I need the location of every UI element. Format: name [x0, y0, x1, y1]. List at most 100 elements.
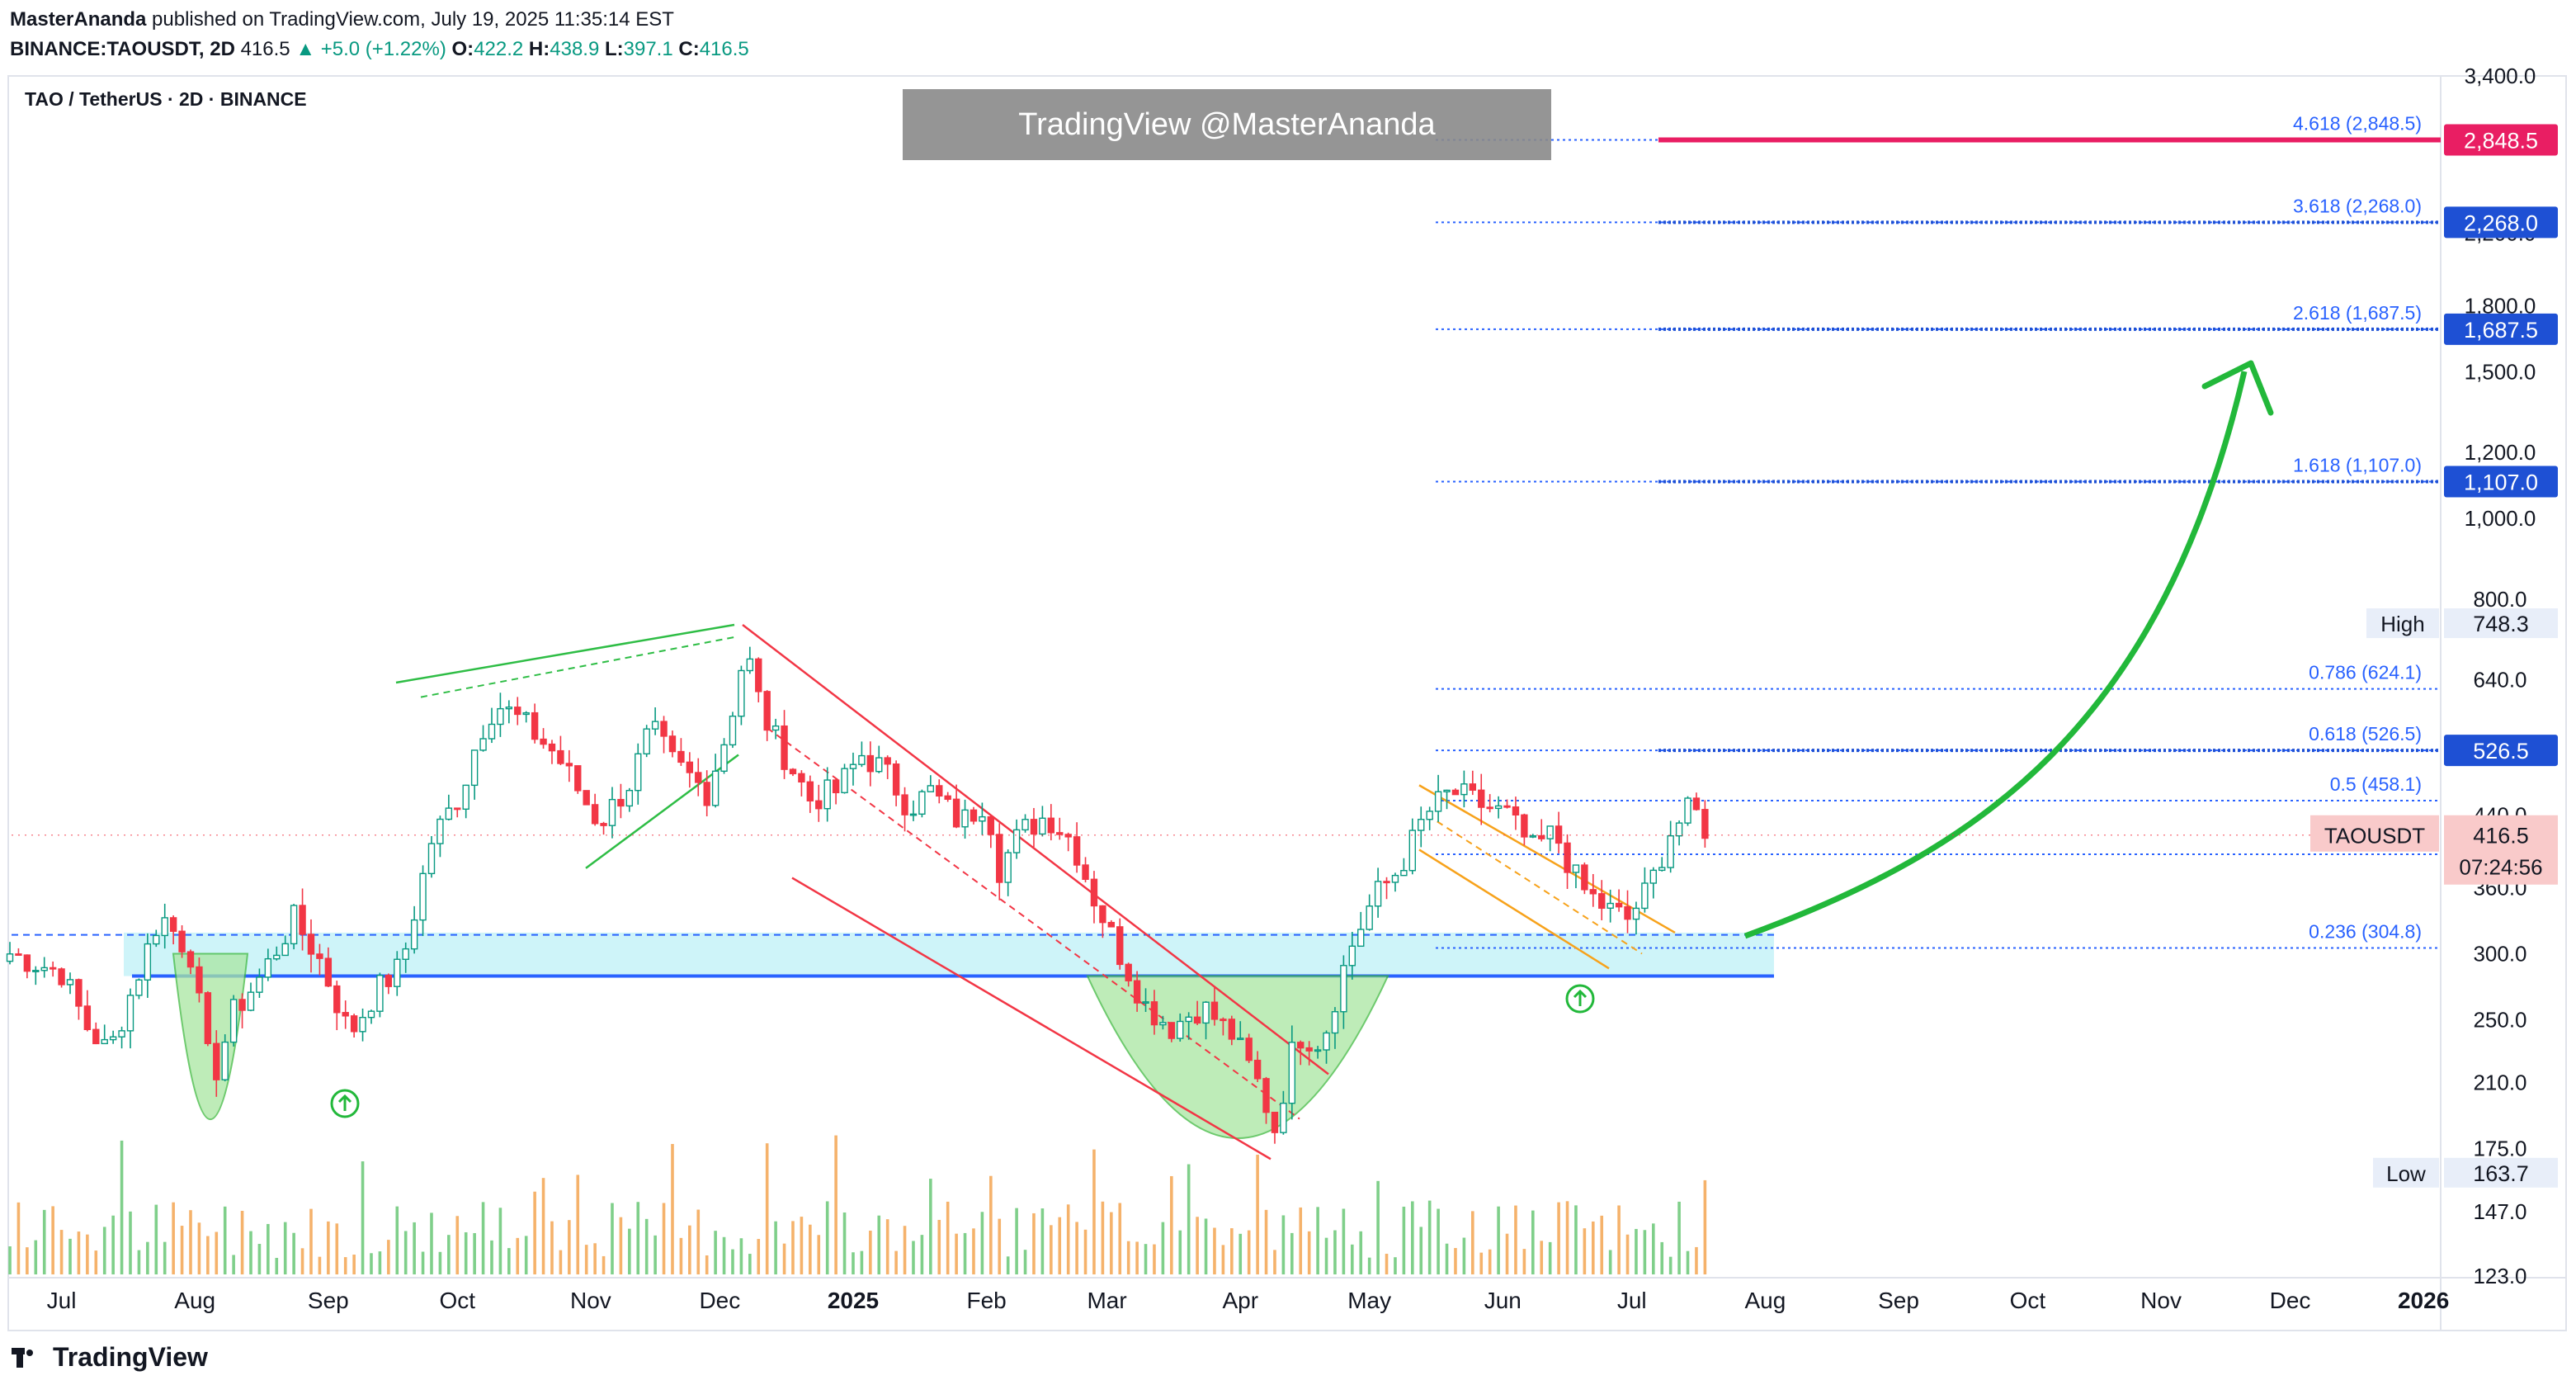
fib-label-4: 1.618 (1,107.0) — [2293, 455, 2422, 476]
candle-body — [720, 744, 728, 773]
candle — [720, 738, 728, 774]
y-tick-label: 175.0 — [2473, 1137, 2526, 1161]
volume-bar — [1617, 1205, 1621, 1274]
candle-body — [83, 1005, 92, 1030]
candle — [1675, 820, 1683, 846]
candle — [711, 754, 719, 808]
x-tick-label: May — [1347, 1288, 1391, 1313]
candle-body — [763, 691, 771, 731]
volume-bar — [430, 1212, 433, 1274]
volume-bar — [1178, 1230, 1182, 1274]
candle — [1288, 1025, 1296, 1120]
volume-bar — [1135, 1241, 1139, 1274]
candle-body — [505, 707, 513, 710]
x-tick-label: Jul — [1617, 1288, 1647, 1313]
open-value: 422.2 — [474, 38, 524, 60]
y-tick-label: 250.0 — [2473, 1007, 2526, 1032]
volume-bar — [619, 1217, 623, 1274]
price-badge: 1,687.5 — [2444, 313, 2558, 345]
candle — [909, 800, 918, 821]
candle-body — [660, 721, 668, 737]
volume-bar — [842, 1212, 847, 1274]
volume-bar — [86, 1234, 89, 1274]
volume-bar — [731, 1249, 734, 1274]
candle-body — [1021, 819, 1029, 831]
volume-bar — [1015, 1208, 1018, 1274]
candle — [109, 1030, 117, 1044]
candle — [427, 835, 436, 878]
watermark-box — [903, 89, 1551, 160]
volume-bar — [1351, 1244, 1354, 1274]
candle-body — [1538, 834, 1545, 839]
candle-body — [746, 658, 754, 672]
volume-bar — [51, 1206, 54, 1274]
candle — [1021, 814, 1029, 833]
candle — [49, 961, 57, 977]
volume-bar — [1161, 1222, 1165, 1274]
candle — [1202, 1000, 1210, 1040]
candle — [101, 1024, 108, 1045]
candle — [1598, 880, 1606, 920]
volume-bar — [1376, 1180, 1380, 1274]
candle — [1150, 990, 1158, 1035]
candle — [488, 707, 496, 744]
candle — [316, 943, 323, 976]
candle — [1004, 849, 1012, 896]
volume-bar — [447, 1235, 451, 1274]
author-name[interactable]: MasterAnanda — [10, 8, 147, 31]
symbol-name[interactable]: BINANCE:TAOUSDT, 2D — [10, 38, 235, 60]
close-value: 416.5 — [699, 38, 749, 60]
candle — [1210, 986, 1219, 1026]
candle — [1443, 789, 1451, 810]
candle-body — [711, 770, 719, 806]
current-price: 416.5 — [2473, 824, 2529, 848]
candle — [6, 942, 14, 965]
volume-bar — [1600, 1215, 1604, 1274]
candle — [307, 919, 315, 973]
candle — [385, 973, 393, 995]
candle — [892, 760, 900, 806]
candle — [1047, 804, 1055, 841]
x-tick-label: Feb — [966, 1288, 1006, 1313]
candle-body — [617, 798, 625, 807]
volume-bar — [825, 1201, 829, 1274]
candle-body — [1082, 864, 1089, 880]
candle — [1624, 890, 1631, 934]
candle-body — [290, 905, 298, 945]
candle-body — [1116, 926, 1124, 966]
candle — [1503, 799, 1511, 809]
volume-bar — [757, 1239, 761, 1274]
candle — [1228, 1015, 1236, 1046]
candle-body — [1469, 783, 1477, 792]
candle-body — [823, 779, 831, 810]
candle — [186, 949, 195, 975]
candle-body — [651, 721, 659, 730]
candle-body — [738, 669, 745, 717]
candle — [651, 707, 659, 735]
candle-body — [1047, 817, 1055, 834]
volume-bar — [1402, 1206, 1406, 1274]
candle — [1366, 894, 1373, 931]
volume-bar — [413, 1222, 416, 1274]
tradingview-logo[interactable]: TradingView — [12, 1342, 208, 1373]
candle — [1125, 962, 1132, 987]
candle — [738, 665, 745, 726]
candle-body — [875, 757, 883, 773]
candle — [1408, 818, 1417, 875]
candle — [1581, 862, 1588, 895]
volume-bar — [903, 1226, 907, 1274]
candle-body — [247, 991, 255, 1011]
candle-body — [101, 1038, 108, 1045]
volume-bar — [180, 1226, 184, 1274]
low-badge: Low 163.7 — [2373, 1157, 2558, 1188]
candle — [1271, 1111, 1279, 1144]
volume-bar — [1454, 1248, 1457, 1274]
candle-body — [264, 957, 272, 978]
candle-body — [256, 976, 263, 993]
candle — [695, 758, 702, 796]
volume-bar — [1540, 1241, 1544, 1274]
candle — [1262, 1076, 1270, 1124]
candle-body — [350, 1015, 358, 1033]
volume-bar — [1635, 1228, 1638, 1274]
